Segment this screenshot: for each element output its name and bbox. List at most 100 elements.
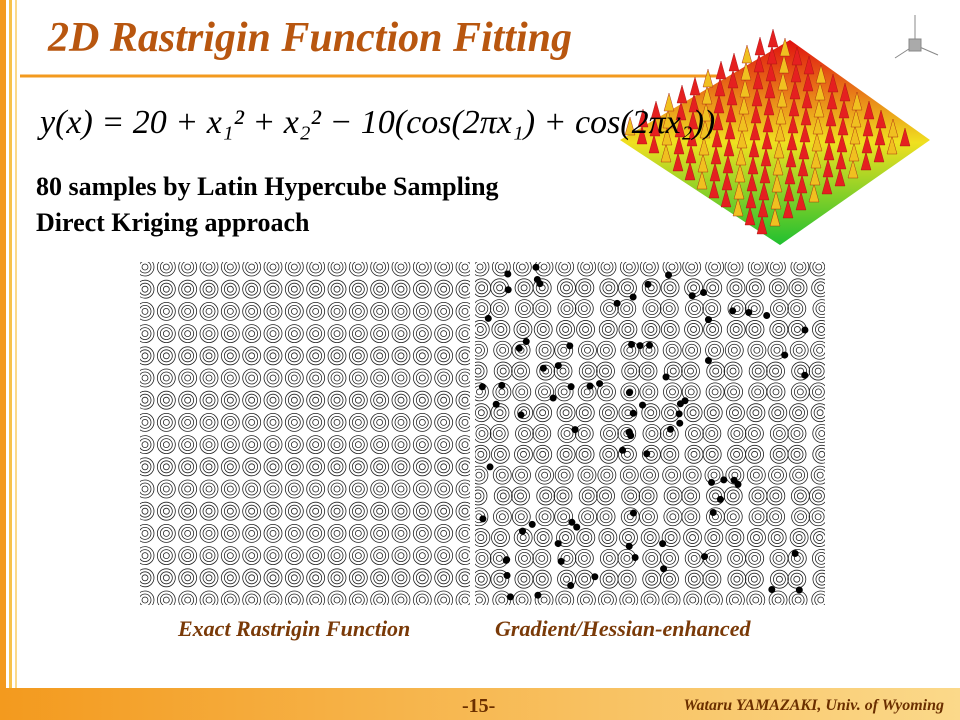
contour-ring bbox=[560, 346, 568, 354]
spike bbox=[708, 179, 720, 199]
contour-ring bbox=[559, 531, 572, 544]
contour-ring bbox=[327, 346, 347, 366]
contour-ring bbox=[808, 361, 825, 381]
contour-ring bbox=[287, 282, 301, 296]
contour-ring bbox=[354, 263, 362, 271]
spike bbox=[752, 70, 764, 90]
contour-ring bbox=[617, 299, 637, 319]
contour-ring bbox=[418, 285, 426, 293]
sample-point bbox=[571, 426, 579, 434]
contour-ring bbox=[330, 262, 344, 274]
contour-ring bbox=[475, 548, 492, 568]
spike bbox=[687, 110, 699, 130]
spike bbox=[714, 77, 726, 97]
sample-point bbox=[625, 542, 633, 550]
spike bbox=[637, 108, 649, 128]
contour-ring bbox=[461, 285, 469, 293]
contour-ring bbox=[202, 482, 216, 496]
contour-ring bbox=[415, 262, 429, 274]
sample-point bbox=[567, 383, 575, 391]
sample-point bbox=[557, 557, 565, 565]
contour-ring bbox=[348, 301, 368, 321]
contour-ring bbox=[766, 382, 786, 402]
contour-ring bbox=[284, 324, 304, 344]
contour-ring bbox=[242, 412, 262, 432]
contour-ring bbox=[184, 374, 192, 382]
contour-ring bbox=[458, 504, 470, 518]
contour-ring bbox=[391, 546, 411, 565]
contour-ring bbox=[475, 531, 488, 544]
contour-ring bbox=[514, 444, 533, 464]
contour-ring bbox=[625, 596, 633, 604]
contour-ring bbox=[140, 593, 152, 605]
contour-ring bbox=[685, 343, 699, 357]
contour-ring bbox=[437, 304, 451, 318]
contour-ring bbox=[537, 262, 551, 274]
contour-ring bbox=[711, 263, 719, 271]
contour-ring bbox=[181, 549, 195, 562]
contour-ring bbox=[348, 546, 368, 565]
contour-ring bbox=[563, 284, 570, 292]
contour-ring bbox=[624, 364, 638, 378]
sample-point bbox=[522, 338, 530, 346]
contour-ring bbox=[818, 575, 825, 583]
contour-ring bbox=[478, 430, 486, 437]
contour-ring bbox=[475, 486, 488, 506]
contour-ring bbox=[495, 430, 503, 437]
contour-ring bbox=[178, 590, 198, 605]
contour-ring bbox=[220, 524, 240, 543]
contour-ring bbox=[533, 320, 553, 339]
contour-ring bbox=[266, 438, 280, 452]
contour-ring bbox=[477, 534, 485, 541]
contour-ring bbox=[574, 548, 594, 568]
sample-point bbox=[662, 373, 670, 381]
spike bbox=[745, 189, 757, 209]
contour-ring bbox=[455, 368, 470, 388]
contour-ring bbox=[535, 507, 555, 527]
contour-ring bbox=[290, 374, 298, 382]
sample-point bbox=[528, 520, 536, 528]
contour-ring bbox=[458, 305, 470, 318]
spike bbox=[754, 36, 766, 56]
contour-ring bbox=[455, 501, 470, 521]
contour-ring bbox=[641, 444, 661, 464]
contour-ring bbox=[814, 367, 822, 375]
contour-ring bbox=[475, 364, 485, 378]
contour-ring bbox=[583, 596, 590, 604]
contour-ring bbox=[397, 396, 405, 404]
contour-ring bbox=[287, 460, 301, 474]
contour-ring bbox=[141, 574, 149, 582]
contour-ring bbox=[184, 285, 192, 293]
sample-point bbox=[791, 550, 799, 558]
contour-ring bbox=[333, 396, 341, 404]
spike bbox=[710, 145, 722, 165]
contour-ring bbox=[812, 489, 825, 503]
contour-ring bbox=[205, 463, 213, 471]
contour-ring bbox=[599, 364, 612, 378]
contour-ring bbox=[269, 485, 277, 493]
contour-ring bbox=[540, 596, 548, 604]
contour-ring bbox=[574, 299, 594, 319]
contour-ring bbox=[434, 346, 454, 366]
contour-ring bbox=[793, 385, 807, 399]
contour-ring bbox=[394, 504, 408, 518]
spike bbox=[751, 87, 763, 107]
contour-ring bbox=[536, 406, 550, 420]
contour-ring bbox=[391, 262, 411, 277]
contour-ring bbox=[312, 574, 320, 582]
contour-ring bbox=[517, 513, 525, 521]
contour-ring bbox=[645, 388, 653, 396]
contour-ring bbox=[752, 471, 760, 479]
contour-ring bbox=[681, 486, 701, 506]
contour-ring bbox=[397, 574, 405, 582]
contour-ring bbox=[704, 528, 724, 547]
contour-ring bbox=[181, 593, 195, 605]
contour-ring bbox=[730, 572, 744, 586]
contour-ring bbox=[418, 552, 426, 559]
contour-ring bbox=[690, 554, 698, 562]
contour-ring bbox=[434, 279, 454, 299]
contour-ring bbox=[517, 302, 531, 316]
sample-point bbox=[729, 307, 737, 315]
contour-ring bbox=[577, 262, 597, 277]
contour-ring bbox=[621, 447, 634, 461]
